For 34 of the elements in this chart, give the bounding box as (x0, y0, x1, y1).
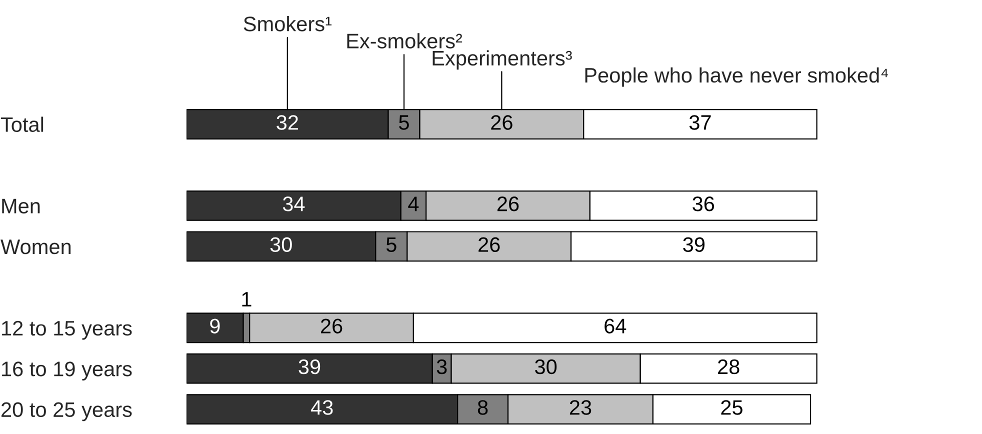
data-label: 1 (242, 292, 252, 306)
data-label: 30 (535, 359, 557, 374)
data-label: 43 (310, 400, 333, 415)
data-label: 25 (721, 400, 742, 415)
data-label: 5 (399, 115, 409, 130)
data-label: 26 (478, 237, 500, 252)
series-label: People who have never smoked⁴ (585, 67, 888, 87)
y-tick-label: Total (0, 116, 44, 132)
data-label: 8 (478, 400, 488, 415)
y-tick-label: Women (0, 240, 71, 254)
data-label: 39 (683, 237, 705, 252)
data-label: 37 (689, 115, 711, 130)
data-label: 32 (276, 115, 298, 130)
data-label: 64 (604, 318, 626, 334)
data-label: 26 (497, 196, 519, 212)
y-tick-label: 16 to 19 years (2, 362, 132, 380)
data-label: 34 (282, 196, 305, 212)
data-label: 28 (718, 359, 740, 374)
data-label: 36 (692, 196, 714, 212)
text: Smokers¹ (244, 16, 332, 32)
y-tick-label: 12 to 15 years (2, 320, 132, 340)
text: Ex-smokers² (347, 33, 462, 48)
data-label: 30 (270, 237, 292, 252)
data-label: 23 (570, 400, 592, 415)
data-label: 9 (210, 318, 220, 334)
data-label: 3 (436, 359, 447, 374)
data-label: 5 (386, 237, 396, 252)
data-label: 26 (491, 115, 512, 130)
series-label: Experimenters³ (432, 50, 572, 70)
data-label: 26 (321, 318, 342, 334)
data-label: 39 (298, 359, 320, 374)
data-label: 4 (408, 196, 419, 212)
y-tick-label: 20 to 25 years (2, 402, 132, 422)
y-tick-label: Men (2, 198, 40, 214)
